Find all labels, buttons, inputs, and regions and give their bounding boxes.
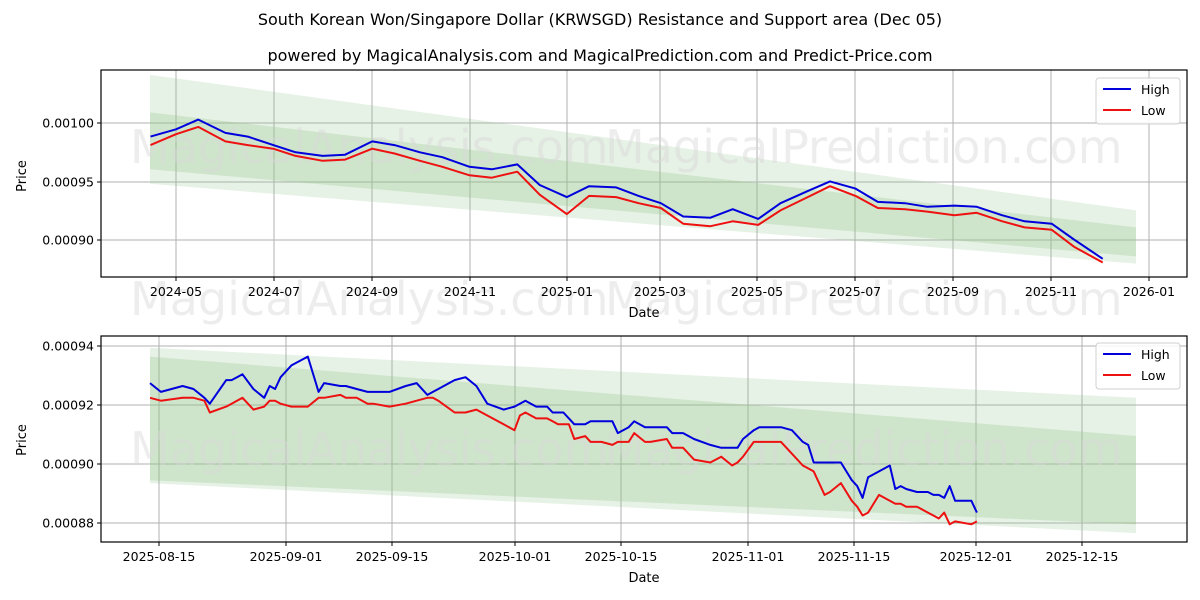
top-y-axis-label: Price <box>15 160 30 192</box>
bottom-x-axis: 2025-08-15 2025-09-01 2025-09-15 2025-10-01… <box>123 542 1119 564</box>
y-tick-label: 0.00094 <box>42 339 94 354</box>
y-tick-label: 0.00092 <box>42 398 94 413</box>
bottom-chart: MagicalAnalysis.com MagicalPrediction.co… <box>15 335 1188 586</box>
y-tick-label: 0.00100 <box>42 116 94 131</box>
watermark: MagicalPrediction.com <box>605 422 1123 476</box>
x-tick-label: 2025-10-01 <box>479 549 552 564</box>
legend-high-label: High <box>1141 82 1170 97</box>
x-tick-label: 2025-05 <box>731 284 783 299</box>
watermark: MagicalAnalysis.com <box>130 272 609 326</box>
x-tick-label: 2025-11 <box>1025 284 1077 299</box>
top-chart: MagicalAnalysis.com MagicalPrediction.co… <box>15 69 1188 326</box>
x-tick-label: 2025-10-15 <box>585 549 658 564</box>
legend-high-label: High <box>1141 347 1170 362</box>
x-tick-label: 2025-12-15 <box>1046 549 1119 564</box>
low-line <box>149 393 978 526</box>
x-tick-label: 2025-03 <box>634 284 686 299</box>
bottom-y-axis: 0.00088 0.00090 0.00092 0.00094 <box>42 339 101 531</box>
top-y-axis: 0.00090 0.00095 0.00100 <box>42 116 101 248</box>
bottom-plot-frame <box>100 335 1188 543</box>
high-line <box>149 355 978 514</box>
band <box>150 112 1136 257</box>
legend-low-label: Low <box>1141 368 1166 383</box>
top-legend: High Low <box>1095 77 1181 125</box>
x-tick-label: 2025-01 <box>541 284 593 299</box>
x-tick-label: 2025-07 <box>829 284 881 299</box>
y-tick-label: 0.00095 <box>42 175 94 190</box>
watermark: MagicalAnalysis.com <box>130 422 609 476</box>
x-tick-label: 2024-05 <box>150 284 202 299</box>
x-tick-label: 2025-08-15 <box>123 549 196 564</box>
top-plot-frame <box>100 69 1188 278</box>
x-tick-label: 2024-09 <box>346 284 398 299</box>
bottom-legend: High Low <box>1095 342 1181 390</box>
y-tick-label: 0.00090 <box>42 457 94 472</box>
band <box>150 74 1136 264</box>
bottom-y-axis-label: Price <box>15 424 30 456</box>
x-tick-label: 2025-12-01 <box>940 549 1013 564</box>
low-line <box>150 125 1104 264</box>
x-tick-label: 2025-09 <box>927 284 979 299</box>
y-tick-label: 0.00088 <box>42 516 94 531</box>
watermark: MagicalAnalysis.com <box>130 120 609 174</box>
top-support-resistance-bands <box>150 74 1136 264</box>
x-tick-label: 2025-09-01 <box>250 549 323 564</box>
x-tick-label: 2026-01 <box>1123 284 1175 299</box>
x-tick-label: 2025-11-15 <box>818 549 891 564</box>
legend-low-label: Low <box>1141 103 1166 118</box>
watermark: MagicalPrediction.com <box>605 272 1123 326</box>
x-tick-label: 2024-07 <box>248 284 300 299</box>
bottom-x-axis-label: Date <box>628 571 659 586</box>
x-tick-label: 2024-11 <box>444 284 496 299</box>
chart-subtitle: powered by MagicalAnalysis.com and Magic… <box>267 46 933 65</box>
chart-title: South Korean Won/Singapore Dollar (KRWSG… <box>257 10 943 29</box>
y-tick-label: 0.00090 <box>42 233 94 248</box>
top-x-axis-label: Date <box>628 306 659 321</box>
high-line <box>150 118 1104 260</box>
x-tick-label: 2025-11-01 <box>712 549 785 564</box>
watermark: MagicalPrediction.com <box>605 120 1123 174</box>
x-tick-label: 2025-09-15 <box>356 549 429 564</box>
top-x-axis: 2024-05 2024-07 2024-09 2024-11 2025-01 2025-… <box>150 277 1175 299</box>
